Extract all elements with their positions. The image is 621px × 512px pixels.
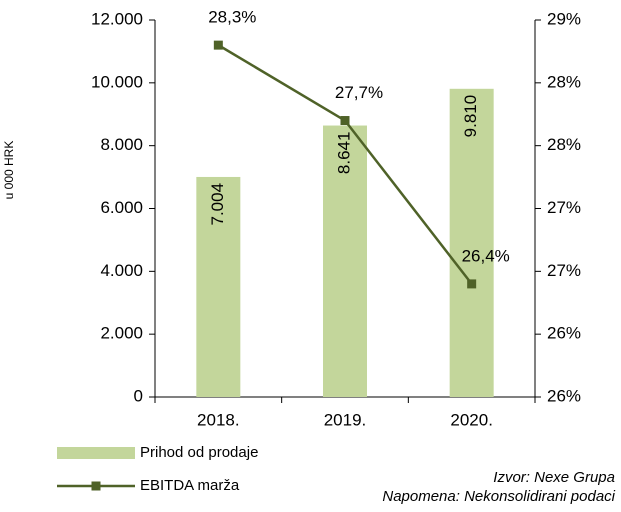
x-tick-label: 2018. [197, 410, 240, 429]
y2-tick-label: 27% [547, 198, 581, 217]
bar [323, 125, 367, 398]
legend-swatch [57, 447, 135, 459]
line-marker [213, 40, 223, 50]
legend-marker [91, 481, 101, 491]
source-note: Izvor: Nexe Grupa [493, 469, 615, 486]
y-tick-label: 0 [134, 386, 143, 405]
bar [196, 176, 241, 397]
line-value-label: 28,3% [208, 8, 256, 27]
y-tick-label: 2.000 [100, 324, 143, 343]
y-tick-label: 12.000 [91, 9, 143, 28]
bar-value-label: 8.641 [334, 132, 353, 175]
remark-note: Napomena: Nekonsolidirani podaci [382, 488, 615, 505]
y-tick-label: 10.000 [91, 72, 143, 91]
y2-tick-label: 28% [547, 72, 581, 91]
line-marker [467, 279, 477, 289]
line-marker [340, 116, 350, 126]
y2-tick-label: 28% [547, 135, 581, 154]
y2-tick-label: 26% [547, 386, 581, 405]
y2-tick-label: 27% [547, 261, 581, 280]
x-tick-label: 2019. [324, 410, 367, 429]
y-tick-label: 6.000 [100, 198, 143, 217]
line-value-label: 27,7% [335, 83, 383, 102]
bar-value-label: 9.810 [461, 95, 480, 138]
bar-value-label: 7.004 [208, 183, 227, 226]
line-value-label: 26,4% [462, 246, 510, 265]
legend-label: Prihod od prodaje [140, 444, 258, 461]
y-axis-label: u 000 HRK [2, 141, 16, 200]
x-tick-label: 2020. [450, 410, 493, 429]
legend-label: EBITDA marža [140, 477, 240, 494]
y-tick-label: 4.000 [100, 261, 143, 280]
y2-tick-label: 26% [547, 324, 581, 343]
y2-tick-label: 29% [547, 9, 581, 28]
bar [449, 88, 494, 398]
y-tick-label: 8.000 [100, 135, 143, 154]
